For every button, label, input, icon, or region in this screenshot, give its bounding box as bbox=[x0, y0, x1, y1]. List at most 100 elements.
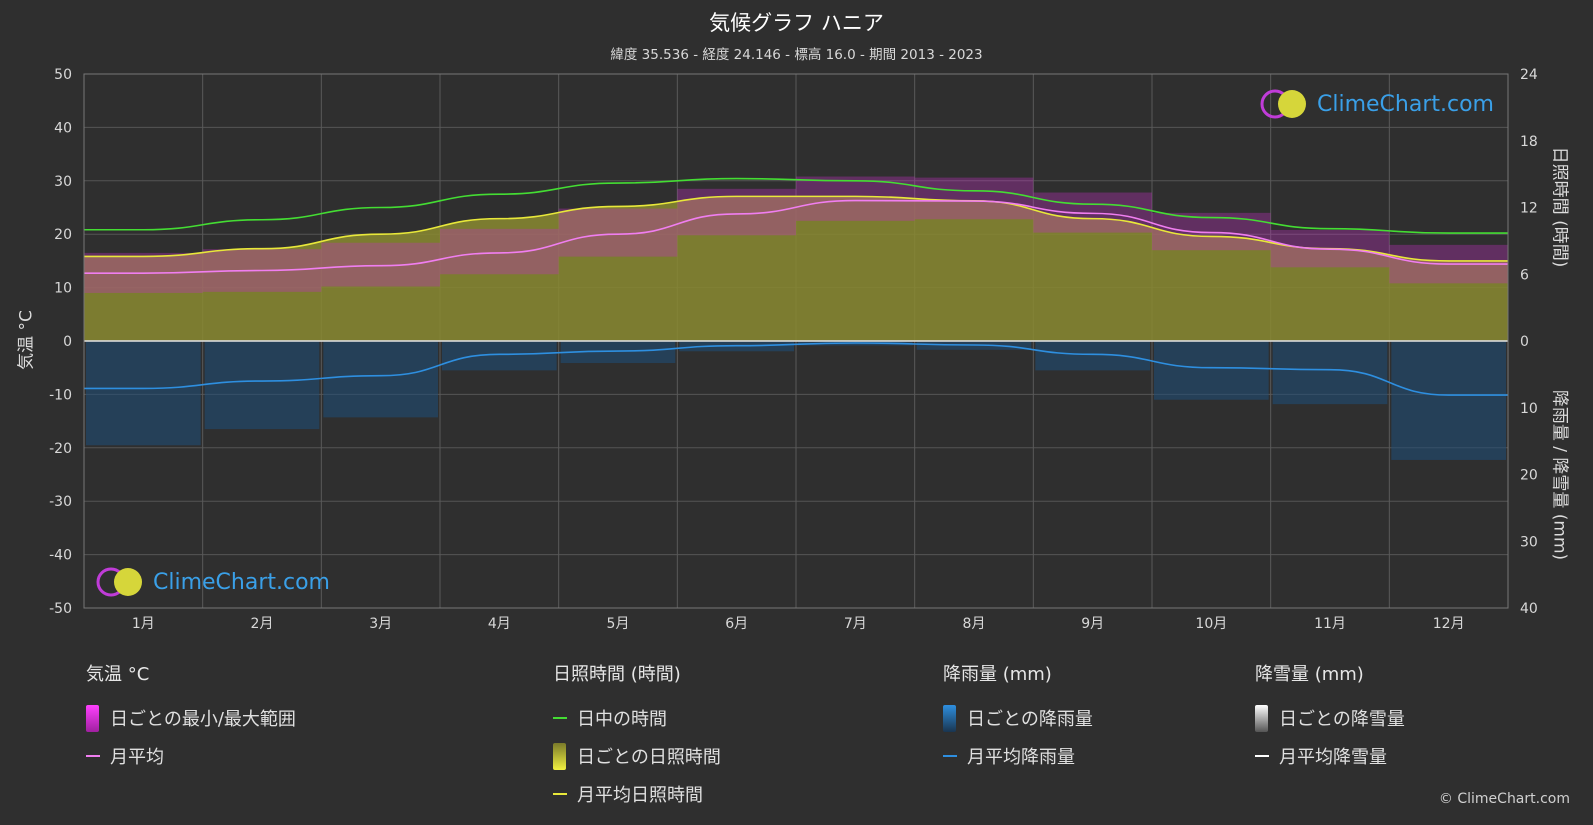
rain-bar bbox=[204, 341, 320, 430]
legend-swatch bbox=[943, 755, 957, 757]
x-tick-label: 1月 bbox=[132, 616, 155, 632]
legend-title: 日照時間 (時間) bbox=[553, 664, 681, 685]
rain-bar bbox=[1272, 341, 1388, 405]
y-tick-right-precip: 40 bbox=[1520, 601, 1538, 617]
x-tick-label: 8月 bbox=[963, 616, 986, 632]
copyright: © ClimeChart.com bbox=[1438, 791, 1570, 807]
sunshine-area bbox=[84, 196, 1508, 341]
legend-temperature: 気温 °C 日ごとの最小/最大範囲 月平均 bbox=[86, 660, 296, 775]
legend-label: 月平均 bbox=[110, 747, 164, 768]
y-tick-right-sunshine: 24 bbox=[1520, 67, 1538, 83]
logo-text: ClimeChart.com bbox=[1317, 91, 1494, 117]
y-tick-right-sunshine: 0 bbox=[1520, 334, 1529, 350]
legend-swatch bbox=[1255, 755, 1269, 757]
y-tick-right-precip: 10 bbox=[1520, 401, 1538, 417]
temp-range-bar bbox=[914, 177, 1034, 220]
x-tick-label: 11月 bbox=[1314, 616, 1346, 632]
legend-label: 日ごとの降雪量 bbox=[1279, 709, 1405, 730]
axes: 50 40 30 20 10 0 -10 -20 -30 -40 -50 24 18 12 6 0 10 20 30… bbox=[49, 67, 1538, 632]
legend-item: 日ごとの最小/最大範囲 bbox=[86, 699, 296, 737]
legend-item: 月平均 bbox=[86, 737, 296, 775]
y-tick-right-precip: 20 bbox=[1520, 468, 1538, 484]
rain-avg-line bbox=[84, 342, 1508, 396]
legend-snow: 降雪量 (mm) 日ごとの降雪量 月平均降雪量 bbox=[1255, 660, 1405, 775]
legend-swatch bbox=[943, 704, 956, 732]
y-tick-left: -50 bbox=[49, 601, 72, 617]
y-tick-left: 30 bbox=[54, 174, 72, 190]
temp-avg-line bbox=[84, 199, 1508, 274]
y-tick-left: -10 bbox=[49, 387, 72, 403]
y-tick-left: -20 bbox=[49, 441, 72, 457]
logo-icon bbox=[96, 567, 142, 597]
logo-top: ClimeChart.com bbox=[1259, 88, 1494, 120]
chart-title: 気候グラフ ハニア bbox=[709, 11, 884, 35]
rain-bar bbox=[1154, 341, 1269, 400]
legend-label: 日ごとの降雨量 bbox=[967, 709, 1093, 730]
y-tick-right-sunshine: 6 bbox=[1520, 267, 1529, 283]
legend-swatch bbox=[86, 755, 100, 757]
legend-title: 降雨量 (mm) bbox=[943, 664, 1052, 685]
logo-icon bbox=[1260, 89, 1306, 119]
legend-swatch bbox=[86, 704, 99, 732]
legend-label: 月平均日照時間 bbox=[577, 785, 703, 806]
y-tick-left: 50 bbox=[54, 67, 72, 83]
rain-bar bbox=[1391, 341, 1506, 460]
rain-bar bbox=[1035, 341, 1150, 371]
rain-bar bbox=[323, 341, 438, 418]
legend-swatch bbox=[553, 717, 567, 719]
x-tick-label: 12月 bbox=[1433, 616, 1465, 632]
legend-item: 日ごとの日照時間 bbox=[553, 737, 721, 775]
y-tick-left: -40 bbox=[49, 548, 72, 564]
rain-bar bbox=[442, 341, 557, 371]
legend-item: 月平均降雨量 bbox=[943, 737, 1093, 775]
chart-subtitle: 緯度 35.536 - 経度 24.146 - 標高 16.0 - 期間 201… bbox=[610, 47, 983, 63]
y-tick-right-sunshine: 12 bbox=[1520, 201, 1538, 217]
x-tick-label: 6月 bbox=[725, 616, 748, 632]
legend-label: 月平均降雪量 bbox=[1279, 747, 1387, 768]
temp-range-bar bbox=[1033, 192, 1152, 233]
y-tick-left: 10 bbox=[54, 281, 72, 297]
legend-title: 気温 °C bbox=[86, 664, 150, 685]
rain-bar bbox=[560, 341, 676, 364]
legend-label: 月平均降雨量 bbox=[967, 747, 1075, 768]
legend-title: 降雪量 (mm) bbox=[1255, 664, 1364, 685]
legend-rain: 降雨量 (mm) 日ごとの降雨量 月平均降雨量 bbox=[943, 660, 1093, 775]
legend-label: 日ごとの最小/最大範囲 bbox=[110, 709, 296, 730]
y-tick-left: 40 bbox=[54, 120, 72, 136]
y-tick-right-precip: 30 bbox=[1520, 534, 1538, 550]
legend-item: 日ごとの降雪量 bbox=[1255, 699, 1405, 737]
legend-item: 日ごとの降雨量 bbox=[943, 699, 1093, 737]
x-tick-label: 7月 bbox=[844, 616, 867, 632]
legend-sunshine: 日照時間 (時間) 日中の時間 日ごとの日照時間 月平均日照時間 bbox=[553, 660, 721, 813]
legend-item: 月平均日照時間 bbox=[553, 775, 721, 813]
rain-bar bbox=[86, 341, 201, 446]
temp-range-bar bbox=[796, 176, 915, 221]
x-tick-label: 9月 bbox=[1081, 616, 1104, 632]
y-tick-right-sunshine: 18 bbox=[1520, 134, 1538, 150]
x-tick-label: 5月 bbox=[607, 616, 630, 632]
legend-item: 月平均降雪量 bbox=[1255, 737, 1405, 775]
y-axis-right-sunshine-title: 日照時間 (時間) bbox=[1549, 146, 1570, 268]
y-tick-left: 20 bbox=[54, 227, 72, 243]
x-tick-label: 3月 bbox=[369, 616, 392, 632]
temp-range-bar bbox=[321, 242, 440, 287]
x-tick-label: 10月 bbox=[1195, 616, 1227, 632]
logo-text: ClimeChart.com bbox=[153, 569, 330, 595]
temp-range-bar bbox=[440, 228, 559, 275]
legend-label: 日ごとの日照時間 bbox=[577, 747, 721, 768]
x-tick-label: 4月 bbox=[488, 616, 511, 632]
y-tick-left: 0 bbox=[63, 334, 72, 350]
temp-range-bar bbox=[558, 208, 678, 257]
y-tick-left: -30 bbox=[49, 494, 72, 510]
y-axis-right-precip-title: 降雨量 / 降雪量 (mm) bbox=[1549, 389, 1570, 561]
daylight-line bbox=[84, 177, 1508, 234]
legend-swatch bbox=[553, 742, 566, 770]
y-axis-left-title: 気温 °C bbox=[16, 310, 37, 370]
legend-item: 日中の時間 bbox=[553, 699, 721, 737]
plot-frame bbox=[83, 73, 1509, 609]
x-tick-label: 2月 bbox=[251, 616, 274, 632]
legend-label: 日中の時間 bbox=[577, 709, 667, 730]
chart-marks bbox=[84, 176, 1508, 460]
legend-swatch bbox=[1255, 704, 1268, 732]
